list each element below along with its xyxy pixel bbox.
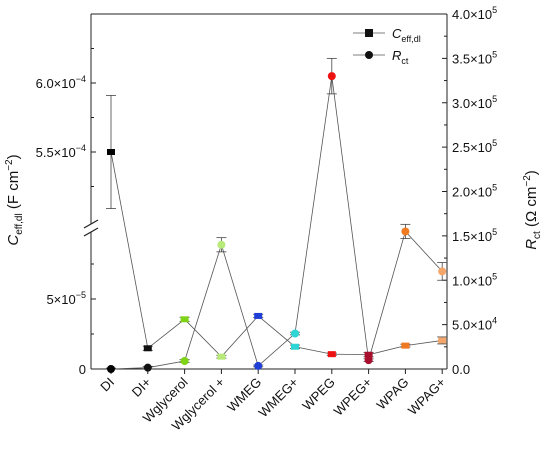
point-ct-8 — [401, 227, 410, 236]
point-ct-3 — [217, 240, 226, 249]
axis-break-mark — [83, 227, 99, 237]
point-effdl-0 — [107, 149, 115, 155]
point-effdl-2 — [180, 316, 189, 323]
point-effdl-6 — [327, 351, 336, 358]
point-ct-0 — [107, 365, 115, 373]
right-tick-label: 0.0 — [452, 362, 470, 377]
right-tick-label: 1.0×105 — [452, 271, 497, 288]
point-ct-9 — [438, 267, 447, 276]
point-effdl-3 — [217, 353, 226, 360]
legend-label: Ceff,dl — [392, 26, 421, 44]
point-effdl-7 — [364, 351, 373, 358]
x-tick-label: DI+ — [129, 375, 154, 400]
error-bars — [106, 57, 448, 370]
tick-marks — [91, 13, 447, 374]
point-effdl-4 — [254, 312, 263, 319]
axes-frame — [83, 13, 448, 370]
x-tick-label: WPAG+ — [405, 375, 448, 418]
point-ct-7 — [364, 356, 373, 365]
series-line-effdl — [110, 151, 443, 358]
left-tick-label: 6.0×10−4 — [36, 74, 86, 91]
series-lines — [110, 76, 443, 370]
series-line-ct — [110, 76, 443, 370]
point-effdl-8 — [401, 342, 410, 349]
right-tick-label: 2.5×105 — [452, 138, 497, 155]
legend: Ceff,dl Rct — [353, 26, 421, 66]
point-effdl-1 — [143, 345, 152, 352]
point-ct-5 — [291, 329, 299, 338]
right-axis-label: Rct (Ω cm−2) — [522, 170, 543, 250]
right-tick-label: 4.0×105 — [452, 5, 497, 22]
legend-marker — [365, 51, 373, 59]
axis-labels: Ceff,dl (F cm−2) Rct (Ω cm−2) — [4, 154, 543, 249]
point-ct-4 — [254, 361, 263, 370]
axis-break-mark — [83, 219, 99, 229]
left-tick-label: 5×10−5 — [46, 290, 86, 307]
right-tick-label: 3.0×105 — [452, 94, 497, 111]
legend-marker — [365, 29, 373, 37]
legend-label: Rct — [392, 48, 409, 66]
right-tick-label: 5.0×104 — [452, 316, 497, 333]
data-points — [107, 72, 447, 373]
left-tick-label: 5.5×10−4 — [36, 143, 86, 160]
point-effdl-5 — [291, 343, 299, 350]
right-tick-label: 3.5×105 — [452, 49, 497, 66]
x-tick-label: DI — [97, 375, 117, 395]
point-ct-2 — [180, 357, 189, 366]
point-effdl-9 — [438, 337, 447, 344]
x-tick-label: WPEG+ — [331, 375, 375, 419]
left-tick-label: 0 — [79, 362, 86, 377]
right-tick-label: 1.5×105 — [452, 227, 497, 244]
x-tick-label: WMEG+ — [256, 375, 302, 421]
left-axis-label: Ceff,dl (F cm−2) — [4, 154, 25, 245]
right-tick-label: 2.0×105 — [452, 183, 497, 200]
point-ct-1 — [143, 363, 152, 372]
point-ct-6 — [327, 72, 336, 81]
